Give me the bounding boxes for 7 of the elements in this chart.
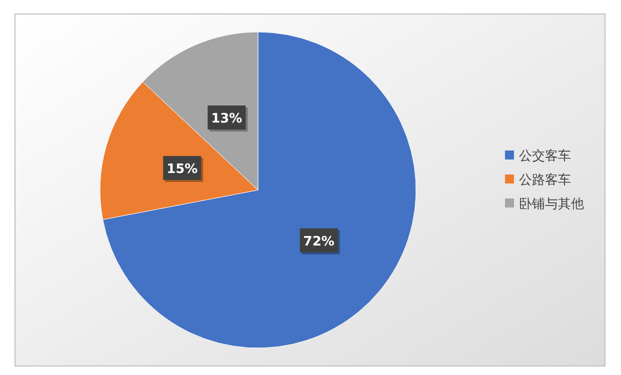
data-label: 72%: [303, 234, 334, 250]
slice-label: 公交客车: [519, 148, 571, 164]
data-label: 13%: [211, 112, 242, 126]
pie-slice: [102, 32, 416, 348]
data-label: 15%: [166, 162, 198, 177]
legend-label: 公路客车: [519, 172, 571, 188]
legend-label: 卧铺与其他: [519, 197, 584, 212]
